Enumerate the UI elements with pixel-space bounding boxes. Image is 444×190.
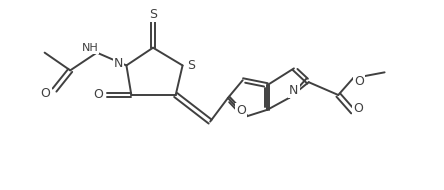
Text: S: S: [187, 59, 195, 72]
Text: S: S: [149, 8, 157, 21]
Text: O: O: [236, 104, 246, 117]
Text: NH: NH: [82, 43, 98, 53]
Text: O: O: [93, 89, 103, 101]
Text: O: O: [353, 102, 363, 115]
Text: N: N: [289, 84, 299, 97]
Text: O: O: [354, 75, 364, 88]
Text: N: N: [114, 57, 123, 70]
Text: O: O: [41, 86, 51, 100]
